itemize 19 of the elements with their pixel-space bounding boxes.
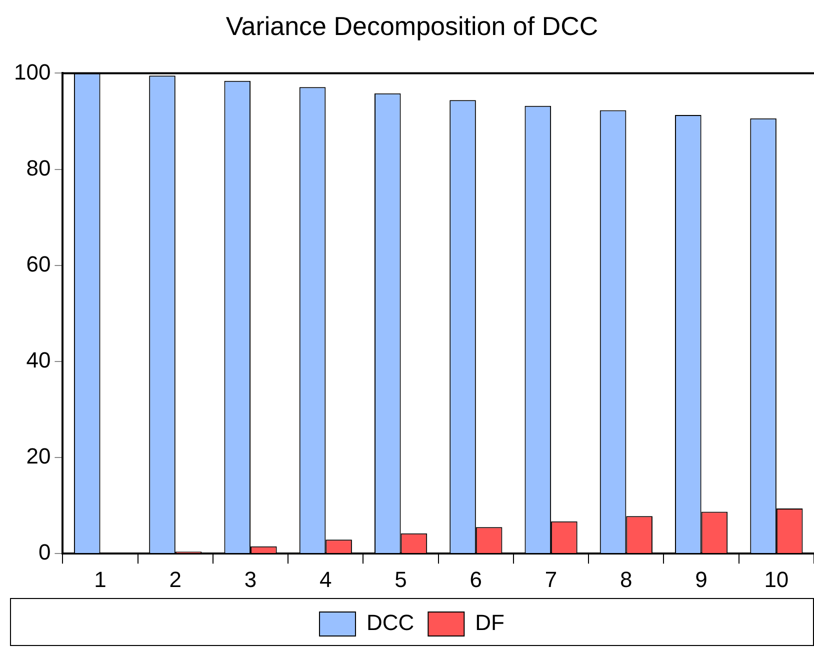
y-tick-label: 80 bbox=[26, 155, 51, 180]
x-tick-label: 5 bbox=[394, 566, 407, 592]
x-tick-label: 9 bbox=[695, 566, 708, 592]
x-tick-label: 8 bbox=[620, 566, 632, 592]
x-tick-label: 1 bbox=[94, 566, 106, 592]
x-tick-label: 6 bbox=[470, 566, 482, 592]
y-tick-label: 100 bbox=[14, 59, 51, 84]
x-tick-label: 4 bbox=[320, 566, 332, 592]
legend-label: DF bbox=[475, 610, 504, 636]
x-tick-label: 3 bbox=[244, 566, 257, 592]
y-tick-label: 60 bbox=[26, 251, 51, 276]
x-tick-label: 7 bbox=[544, 566, 558, 592]
x-tick-label: 10 bbox=[764, 566, 789, 592]
legend-label: DCC bbox=[366, 610, 414, 636]
y-tick-label: 0 bbox=[38, 540, 51, 565]
chart-title: Variance Decomposition of DCC bbox=[226, 10, 598, 41]
y-tick-label: 20 bbox=[26, 444, 51, 469]
x-tick-label: 2 bbox=[169, 566, 182, 592]
y-tick-label: 40 bbox=[26, 348, 51, 373]
